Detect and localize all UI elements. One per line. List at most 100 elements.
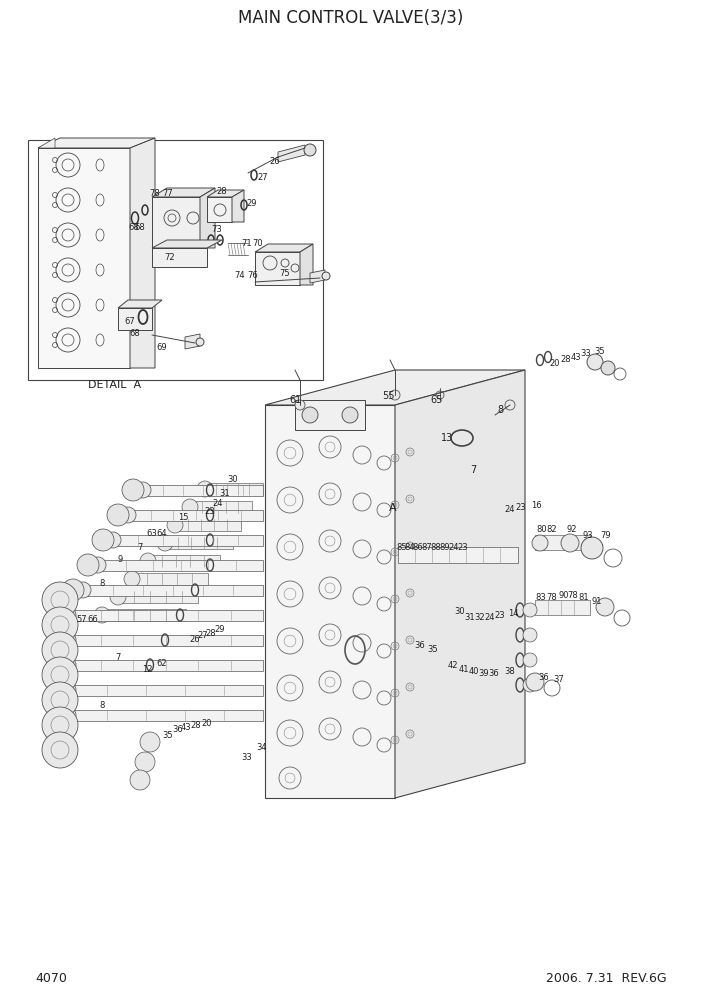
Polygon shape (265, 370, 525, 405)
Text: 75: 75 (279, 269, 291, 278)
Polygon shape (130, 138, 155, 368)
Text: 73: 73 (211, 225, 223, 234)
Polygon shape (38, 138, 155, 148)
Bar (535, 600, 590, 615)
Circle shape (120, 507, 136, 523)
Text: 24: 24 (485, 612, 495, 622)
Circle shape (601, 361, 615, 375)
Text: 36: 36 (538, 673, 550, 682)
Circle shape (140, 553, 156, 569)
Text: 35: 35 (595, 347, 605, 356)
Text: 68: 68 (130, 329, 140, 338)
Text: 20: 20 (550, 358, 560, 367)
Text: 8: 8 (99, 578, 105, 587)
Text: 33: 33 (241, 753, 253, 762)
Text: 23: 23 (458, 544, 468, 553)
Polygon shape (232, 190, 244, 222)
Polygon shape (395, 370, 525, 798)
Text: 78: 78 (547, 592, 557, 601)
Text: 34: 34 (257, 743, 267, 753)
Polygon shape (207, 190, 244, 197)
Bar (143, 485, 263, 496)
Text: 82: 82 (547, 526, 557, 535)
Text: 30: 30 (455, 607, 465, 616)
Text: 68: 68 (128, 223, 139, 232)
Text: 29: 29 (215, 626, 225, 635)
Text: 15: 15 (178, 514, 188, 523)
Circle shape (60, 707, 76, 723)
Text: 9: 9 (117, 556, 123, 564)
Text: 24: 24 (213, 499, 223, 508)
Text: 68: 68 (135, 222, 145, 231)
Polygon shape (278, 145, 305, 162)
Text: 36: 36 (173, 725, 183, 734)
Text: 90: 90 (559, 591, 569, 600)
Bar (190, 501, 252, 513)
Text: 31: 31 (220, 489, 230, 499)
Circle shape (60, 682, 76, 698)
Text: 28: 28 (191, 721, 201, 730)
Text: 32: 32 (475, 613, 485, 623)
Circle shape (561, 534, 579, 552)
Text: 27: 27 (258, 174, 268, 183)
Text: 7: 7 (470, 465, 476, 475)
Text: 77: 77 (163, 188, 173, 197)
Circle shape (47, 654, 69, 676)
Circle shape (505, 400, 515, 410)
Text: 35: 35 (163, 730, 173, 739)
Circle shape (42, 707, 78, 743)
Circle shape (42, 632, 78, 668)
Circle shape (304, 144, 316, 156)
Text: 74: 74 (234, 271, 245, 280)
Polygon shape (295, 400, 365, 430)
Circle shape (60, 607, 76, 623)
Circle shape (122, 479, 144, 501)
Text: 55: 55 (382, 391, 395, 401)
Polygon shape (152, 188, 215, 197)
Text: 23: 23 (495, 610, 505, 619)
Circle shape (90, 557, 106, 573)
Circle shape (523, 678, 537, 692)
Polygon shape (200, 188, 215, 248)
Text: 24: 24 (505, 506, 515, 515)
Text: MAIN CONTROL VALVE(3/3): MAIN CONTROL VALVE(3/3) (238, 9, 464, 27)
Text: 71: 71 (241, 238, 252, 247)
Polygon shape (152, 197, 200, 248)
Polygon shape (265, 405, 395, 798)
Circle shape (42, 582, 78, 618)
Bar (113, 535, 263, 546)
Polygon shape (310, 270, 325, 283)
Circle shape (157, 535, 173, 551)
Bar (535, 535, 590, 550)
Text: 64: 64 (157, 530, 167, 539)
Circle shape (62, 579, 84, 601)
Text: 78: 78 (150, 188, 160, 197)
Circle shape (532, 535, 548, 551)
Text: 62: 62 (157, 659, 167, 668)
Circle shape (581, 537, 603, 559)
Text: 43: 43 (571, 352, 581, 361)
Circle shape (342, 407, 358, 423)
Bar (205, 483, 263, 495)
Circle shape (60, 632, 76, 648)
Circle shape (107, 504, 129, 526)
Bar (102, 609, 186, 621)
Circle shape (182, 499, 198, 515)
Text: 35: 35 (428, 646, 438, 655)
Polygon shape (118, 300, 162, 308)
Bar (132, 573, 208, 585)
Text: 30: 30 (227, 475, 238, 484)
Text: 33: 33 (581, 349, 591, 358)
Text: A: A (389, 503, 397, 513)
Text: 79: 79 (601, 532, 611, 541)
Text: 61: 61 (289, 395, 301, 405)
Text: 72: 72 (165, 254, 176, 263)
Polygon shape (185, 334, 200, 349)
Text: 8: 8 (99, 700, 105, 709)
Polygon shape (118, 308, 152, 330)
Circle shape (322, 272, 330, 280)
Circle shape (47, 679, 69, 701)
Polygon shape (152, 240, 222, 248)
Bar (165, 537, 233, 549)
Circle shape (94, 607, 110, 623)
